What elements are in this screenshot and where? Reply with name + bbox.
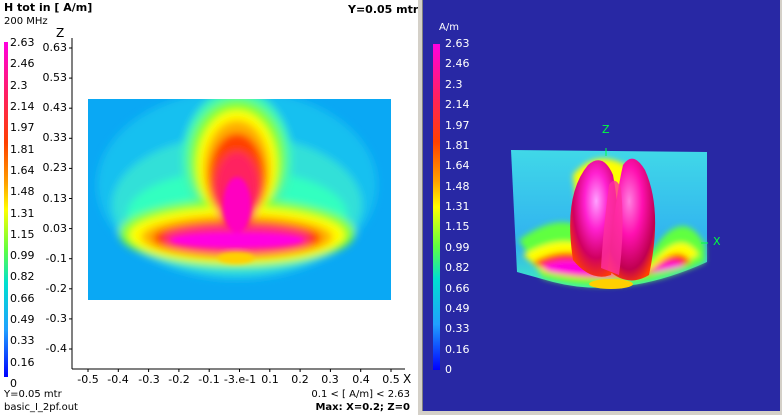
colorbar-left-tick: 1.31 — [10, 207, 35, 220]
colorbar-left-tick: 0 — [10, 377, 17, 390]
filename-label: basic_I_2pf.out — [4, 402, 78, 413]
x-tick-label: 0.2 — [291, 373, 309, 386]
x-tick-label: -0.3 — [138, 373, 160, 386]
z-tick-label: 0.53 — [42, 71, 68, 84]
colorbar-right-tick: 1.48 — [445, 180, 470, 193]
z-tick-label: -0.1 — [45, 252, 67, 265]
range-label: 0.1 < [ A/m] < 2.63 — [311, 389, 410, 400]
x-tick-label: -0.5 — [77, 373, 99, 386]
field-view-3d-frame: A/m Z X 2.63 2.46 2.3 2.14 1.97 1.81 1.64 1.48 1… — [418, 0, 782, 415]
colorbar-right-tick: 0.82 — [445, 261, 470, 274]
colorbar-right-tick: 2.46 — [445, 57, 470, 70]
z-tick-label: 0.13 — [42, 192, 68, 205]
z-tick-label: 0.03 — [42, 222, 68, 235]
colorbar-right-tick: 1.64 — [445, 159, 470, 172]
x-tick-label: -3.e-1 — [223, 373, 257, 386]
colorbar-left-tick: 0.49 — [10, 313, 35, 326]
colorbar-left-tick: 0.82 — [10, 270, 35, 283]
z-tick-label: -0.4 — [45, 342, 67, 355]
z-tick-label: 0.43 — [42, 101, 68, 114]
colorbar-left-tick: 2.14 — [10, 100, 35, 113]
colorbar-left-tick: 1.81 — [10, 143, 35, 156]
colorbar-left-tick: 0.33 — [10, 334, 35, 347]
slice-label: Y=0.05 mtr — [348, 3, 418, 16]
x-axis-3d-label: X — [713, 235, 721, 248]
x-tick-label: 0.5 — [382, 373, 400, 386]
colorbar-right-tick: 0.66 — [445, 282, 470, 295]
frequency-label: 200 MHz — [4, 16, 48, 27]
colorbar-right-tick: 0.99 — [445, 241, 470, 254]
field-plot-2d: Z X H tot in [ A/m] 200 MHz Y=0.05 mtr 2… — [0, 0, 418, 415]
colorbar-left-tick: 2.3 — [10, 79, 28, 92]
z-tick-label: -0.2 — [45, 282, 67, 295]
field-view-3d[interactable]: A/m Z X 2.63 2.46 2.3 2.14 1.97 1.81 1.64 1.48 1… — [422, 0, 780, 411]
x-tick-label: 0.3 — [321, 373, 339, 386]
colorbar-right-tick: 0 — [445, 363, 452, 376]
colorbar-right-tick: 0.49 — [445, 302, 470, 315]
x-tick-label: -0.4 — [107, 373, 129, 386]
colorbar-left-tick: 2.46 — [10, 57, 35, 70]
colorbar-right-tick: 1.15 — [445, 220, 470, 233]
x-tick-label: -0.2 — [168, 373, 190, 386]
x-tick-label: 0.1 — [261, 373, 279, 386]
x-tick-label: 0.4 — [352, 373, 370, 386]
colorbar-left-tick: 0.66 — [10, 292, 35, 305]
colorbar-left-tick: 0.16 — [10, 356, 35, 369]
colorbar-right-tick: 2.3 — [445, 78, 463, 91]
field-map — [88, 99, 391, 300]
z-axis-label: Z — [56, 26, 64, 40]
z-tick-label: -0.3 — [45, 312, 67, 325]
z-axis-3d-label: Z — [602, 123, 610, 136]
unit-label: A/m — [439, 22, 459, 33]
z-tick-label: 0.33 — [42, 131, 68, 144]
footer-slice-label: Y=0.05 mtr — [4, 389, 62, 400]
colorbar-left-tick: 1.64 — [10, 164, 35, 177]
plot-title: H tot in [ A/m] — [4, 1, 93, 14]
colorbar-right-tick: 1.81 — [445, 139, 470, 152]
colorbar-right-tick: 0.16 — [445, 343, 470, 356]
surface-3d — [511, 148, 708, 289]
colorbar-left-tick: 1.15 — [10, 228, 35, 241]
colorbar-left-tick: 1.97 — [10, 121, 35, 134]
colorbar-left-tick: 0.99 — [10, 249, 35, 262]
colorbar-right-tick: 2.14 — [445, 98, 470, 111]
x-tick-label: -0.1 — [198, 373, 220, 386]
colorbar-left-tick: 1.48 — [10, 185, 35, 198]
plot-3d-canvas — [433, 44, 708, 370]
plot-2d-canvas: Z X — [4, 26, 411, 386]
colorbar-right-tick: 1.31 — [445, 200, 470, 213]
colorbar-right-tick: 0.33 — [445, 322, 470, 335]
max-location-label: Max: X=0.2; Z=0 — [315, 402, 410, 413]
z-tick-label: 0.63 — [42, 41, 68, 54]
colorbar-left — [4, 42, 8, 377]
colorbar-left-tick: 2.63 — [10, 36, 35, 49]
colorbar-right-tick: 1.97 — [445, 119, 470, 132]
z-tick-label: 0.23 — [42, 161, 68, 174]
colorbar-right-tick: 2.63 — [445, 37, 470, 50]
colorbar-right — [433, 44, 440, 370]
x-axis-label: X — [403, 372, 411, 386]
